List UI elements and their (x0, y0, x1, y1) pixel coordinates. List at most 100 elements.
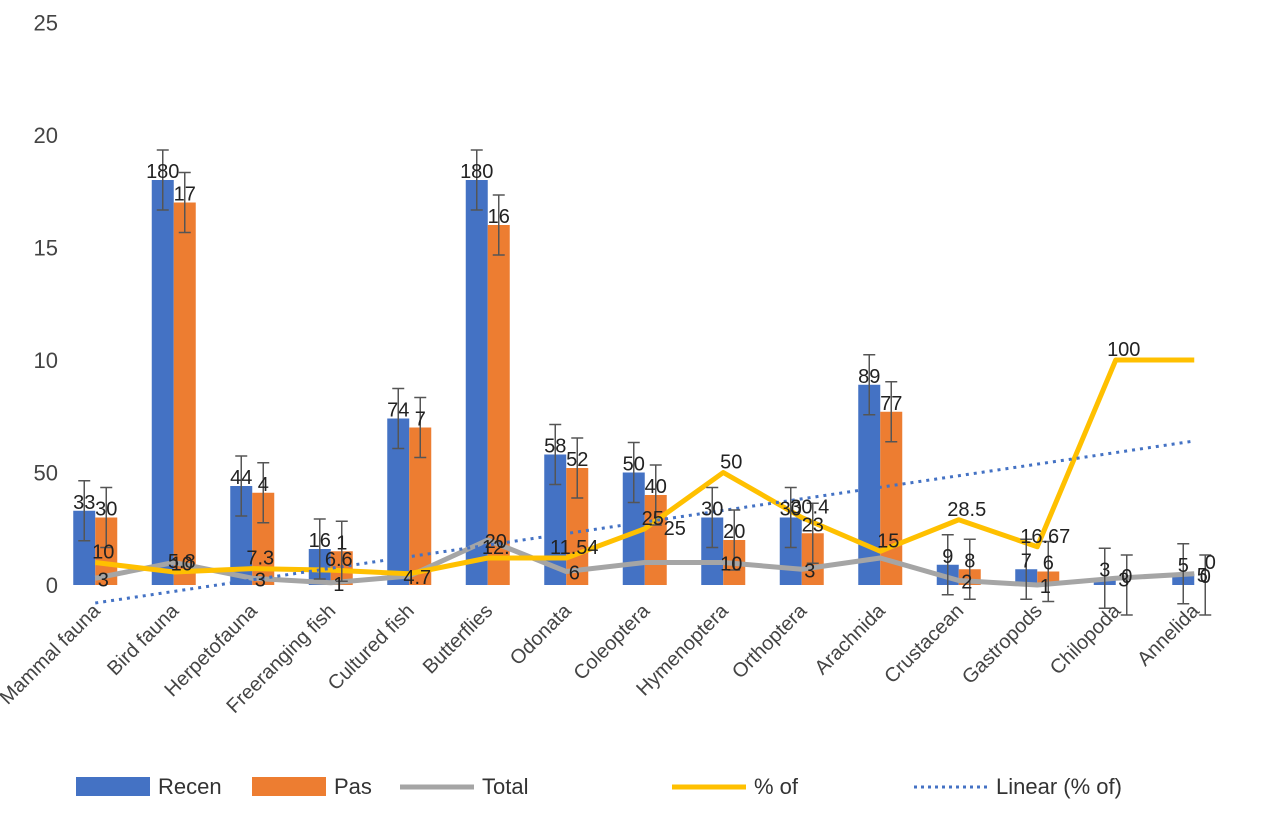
legend-item-linear: Linear (% of) (914, 774, 1122, 799)
data-label: 10 (171, 554, 193, 576)
legend-swatch-recen (76, 777, 150, 796)
data-label: 3 (804, 560, 815, 582)
legend-swatch-pas (252, 777, 326, 796)
data-label: 2 (961, 572, 972, 594)
category-label: Arachnida (811, 599, 891, 679)
y-axis-ticks: 0 50 10 15 20 25 (34, 11, 58, 599)
data-label: 3 (1099, 559, 1110, 581)
data-label: 4.7 (403, 567, 431, 589)
legend-item-pas: Pas (252, 774, 372, 799)
data-label: 50 (623, 454, 645, 476)
legend-item-percent: % of (672, 774, 799, 799)
bar-recen (387, 418, 410, 585)
line-of (94, 357, 1195, 577)
data-label: 58 (544, 436, 566, 458)
legend-item-recen: Recen (76, 774, 222, 799)
bar-recen (151, 180, 174, 585)
data-label: 17 (174, 184, 196, 206)
y-tick-label: 10 (34, 348, 58, 373)
data-label: 6.6 (325, 549, 353, 571)
data-label: 28.5 (947, 499, 986, 521)
line-total (94, 537, 1195, 588)
data-label: 7 (1021, 550, 1032, 572)
category-label: Chilopoda (1046, 599, 1126, 679)
y-tick-label: 0 (46, 573, 58, 598)
bar-recen (230, 486, 253, 585)
data-label: 20 (723, 521, 745, 543)
data-label: 4 (258, 474, 269, 496)
data-label: 10 (92, 542, 114, 564)
legend-label-total: Total (482, 774, 528, 799)
bar-pas (252, 492, 275, 585)
data-label: 16 (488, 206, 510, 228)
data-label: 77 (880, 393, 902, 415)
bar-recen (544, 454, 567, 585)
bar-pas (409, 427, 432, 585)
error-bars (78, 149, 1212, 616)
data-label: 5 (1178, 555, 1189, 577)
legend-item-total: Total (400, 774, 528, 799)
category-label: Bird fauna (103, 599, 184, 680)
data-label: 30 (780, 499, 802, 521)
bar-pas (95, 517, 118, 585)
data-label: 52 (566, 449, 588, 471)
data-label: 0 (1121, 566, 1132, 588)
line-series (94, 357, 1195, 605)
data-label: 33 (73, 492, 95, 514)
data-label: 3 (98, 569, 109, 591)
category-label: Gastropods (958, 600, 1047, 689)
data-label: 25 (642, 508, 664, 530)
data-label: 16.67 (1020, 526, 1070, 548)
data-label: 7.3 (246, 548, 274, 570)
data-label: 180 (460, 161, 493, 183)
data-label: 40 (645, 476, 667, 498)
bar-recen (701, 517, 724, 585)
bar-pas (880, 411, 903, 585)
category-label: Coleoptera (570, 599, 655, 684)
data-label: 30.4 (790, 497, 829, 519)
category-label: Butterflies (419, 600, 497, 678)
data-label: 44 (230, 467, 252, 489)
data-label: 1 (336, 532, 347, 554)
bar-recen (73, 510, 96, 585)
legend: Recen Pas Total % of Linear (% of) (76, 774, 1122, 799)
legend-label-recen: Recen (158, 774, 222, 799)
data-label: 10 (720, 554, 742, 576)
trendline (95, 439, 1195, 605)
data-label: 1 (333, 574, 344, 596)
y-tick-label: 25 (34, 11, 58, 36)
legend-label-pas: Pas (334, 774, 372, 799)
data-label: 23 (802, 514, 824, 536)
legend-label-linear: Linear (% of) (996, 774, 1122, 799)
data-label: 20 (485, 531, 507, 553)
bar-series (73, 180, 1195, 585)
bar-pas (487, 225, 510, 585)
bar-recen (622, 472, 645, 585)
data-label: 3 (1118, 569, 1129, 591)
category-label: Crustacean (880, 600, 968, 688)
data-label: 6 (1043, 553, 1054, 575)
data-label: 3 (255, 569, 266, 591)
data-label: 8 (964, 550, 975, 572)
data-label: 25 (664, 518, 686, 540)
data-label: 0 (1205, 552, 1216, 574)
category-label: Mammal fauna (0, 599, 105, 709)
category-label: Odonata (506, 599, 576, 669)
legend-label-percent: % of (754, 774, 799, 799)
data-label: 11.54 (550, 537, 599, 559)
data-label: 12. (482, 537, 510, 559)
data-label: 50 (720, 452, 742, 474)
category-label: Orthoptera (728, 599, 812, 683)
y-tick-label: 50 (34, 461, 58, 486)
data-label: 180 (146, 161, 179, 183)
data-label: 5 (1197, 565, 1208, 587)
data-label: 89 (858, 366, 880, 388)
data-label: 16 (309, 530, 331, 552)
data-label: 74 (387, 400, 409, 422)
data-label: 30 (701, 499, 723, 521)
bar-pas (173, 202, 196, 585)
data-label: 6 (569, 563, 580, 585)
